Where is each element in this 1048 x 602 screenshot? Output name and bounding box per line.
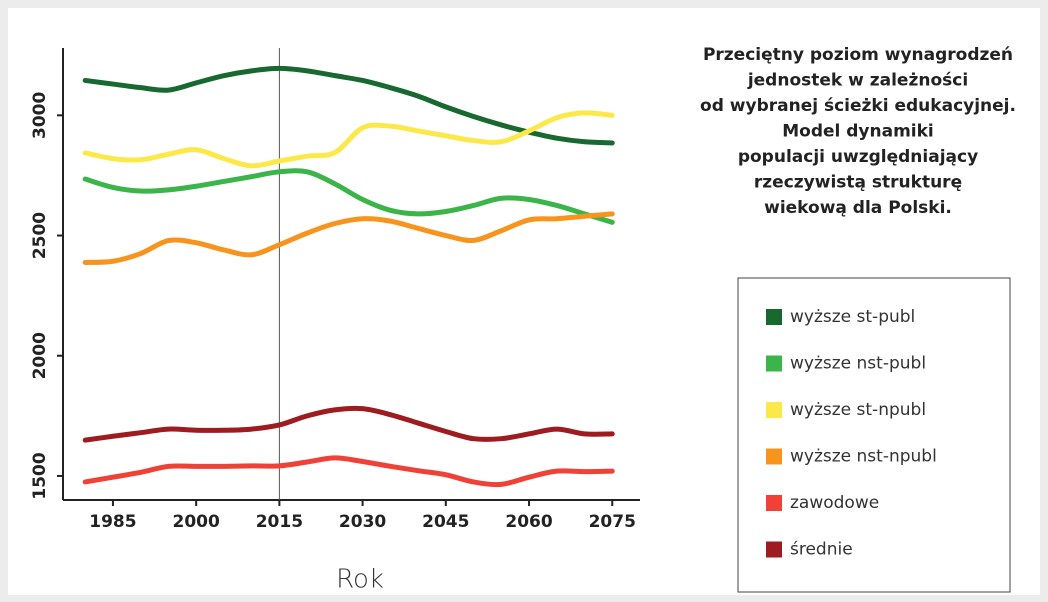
legend-swatch	[766, 309, 782, 325]
legend-swatch	[766, 355, 782, 372]
chart-title: Model dynamiki	[782, 122, 934, 142]
legend-label: zawodowe	[790, 493, 879, 513]
y-tick-label: 1500	[30, 452, 50, 499]
x-tick-label: 2045	[422, 512, 469, 532]
x-tick-label: 2075	[589, 512, 636, 532]
legend-label: średnie	[790, 540, 853, 560]
legend-label: wyższe st-publ	[790, 307, 915, 327]
series-line	[82, 168, 615, 225]
chart-title: populacji uwzględniający	[738, 147, 978, 167]
series-line	[82, 110, 615, 169]
legend-box	[737, 277, 1011, 593]
chart-title: wiekową dla Polski.	[764, 198, 952, 218]
x-tick-label: 2015	[256, 512, 303, 532]
series-line	[82, 211, 615, 265]
x-tick-label: 1985	[89, 512, 136, 532]
legend-swatch	[766, 402, 782, 418]
x-tick-label: 2000	[172, 512, 219, 532]
series-line	[82, 455, 615, 488]
x-tick-label: 2060	[505, 512, 552, 532]
legend-swatch	[766, 448, 782, 465]
y-tick-label: 3000	[30, 91, 50, 138]
x-tick-label: 2030	[339, 512, 386, 532]
series-line	[82, 405, 615, 443]
chart-title: rzeczywistą strukturę	[754, 173, 962, 193]
x-axis-label: Rok	[336, 565, 384, 595]
background	[8, 8, 1040, 595]
y-tick-label: 2000	[30, 332, 50, 379]
legend-label: wyższe nst-npubl	[790, 447, 937, 467]
chart-title: Przeciętny poziom wynagrodzeń	[703, 45, 1013, 65]
legend-swatch	[766, 495, 782, 511]
legend-swatch	[766, 541, 782, 558]
chart-title: jednostek w zależności	[747, 71, 968, 91]
legend-label: wyższe st-npubl	[790, 400, 926, 420]
chart-title: od wybranej ścieżki edukacyjnej.	[700, 96, 1016, 116]
legend-label: wyższe nst-publ	[790, 354, 926, 374]
y-tick-label: 2500	[30, 212, 50, 259]
